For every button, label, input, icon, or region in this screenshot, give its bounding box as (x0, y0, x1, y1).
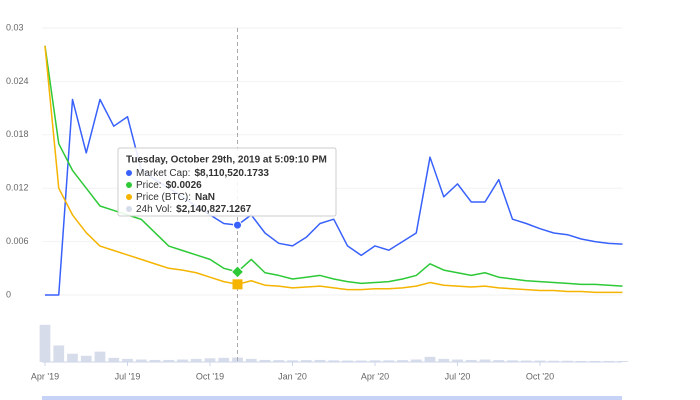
volume-bar (534, 360, 546, 362)
navigator[interactable] (42, 396, 622, 400)
tooltip-item: 24h Vol: $2,140,827.1267 (136, 204, 252, 215)
volume-bar (520, 360, 532, 362)
volume-bar (562, 360, 573, 362)
y-tick-label: 0.024 (6, 76, 29, 86)
volume-bar (617, 360, 628, 362)
volume-bar (245, 358, 257, 362)
volume-bar (218, 357, 230, 362)
hover-marker (230, 265, 245, 279)
tooltip-dot (126, 182, 132, 188)
tooltip: Tuesday, October 29th, 2019 at 5:09:10 P… (117, 147, 337, 217)
volume-bar (108, 357, 120, 362)
y-tick-label: 0.03 (6, 22, 24, 32)
volume-bar (190, 358, 202, 362)
volume-bar (479, 359, 491, 362)
volume-bar (369, 360, 381, 362)
x-tick-label: Apr '19 (31, 371, 59, 381)
volume-bar (94, 351, 106, 362)
x-tick-label: Apr '20 (361, 371, 389, 381)
tooltip-box (117, 147, 337, 217)
x-tick-label: Jul '19 (115, 371, 141, 381)
volume-bar (122, 358, 133, 362)
volume-bar (507, 360, 518, 362)
volume-bar (383, 360, 395, 362)
tooltip-dot (126, 170, 132, 176)
volume-bar (452, 359, 463, 362)
volume-bar (80, 355, 92, 362)
volume-bar (53, 345, 65, 362)
volume-bar (287, 360, 298, 362)
volume-bar (342, 360, 353, 362)
volume-bar (589, 360, 601, 362)
volume-bar (493, 360, 505, 362)
volume-bar (548, 360, 560, 362)
y-tick-label: 0.012 (6, 183, 29, 193)
volume-bar (410, 359, 422, 362)
volume-bar (135, 359, 147, 362)
hover-marker (232, 279, 243, 290)
tooltip-value: $2,140,827.1267 (176, 204, 252, 215)
tooltip-dot (126, 194, 132, 200)
volume-bar (575, 360, 587, 362)
tooltip-label: Price: (136, 180, 162, 191)
volume-bar (300, 360, 312, 362)
volume-bar (273, 360, 285, 362)
tooltip-dot (126, 206, 132, 212)
tooltip-label: Price (BTC): (136, 192, 191, 203)
volume-bar (328, 360, 340, 362)
x-ticks: Apr '19 Jul '19 Oct '19 Jan '20 Apr '20 Jul '… (31, 362, 554, 381)
volume-bar (438, 358, 450, 362)
tooltip-item: Price: $0.0026 (136, 180, 202, 191)
volume-bar (149, 359, 161, 362)
tooltip-title: Tuesday, October 29th, 2019 at 5:09:10 P… (126, 155, 327, 166)
volume-bar (314, 359, 326, 362)
volume-bar (67, 353, 78, 362)
tooltip-value: $0.0026 (166, 180, 203, 191)
volume-bar (397, 360, 408, 362)
x-tick-label: Jan '20 (278, 371, 307, 381)
y-tick-label: 0 (6, 289, 11, 299)
tooltip-label: Market Cap: (136, 168, 190, 179)
x-tick-label: Oct '20 (526, 371, 554, 381)
volume-bar (177, 359, 188, 362)
volume-bar (603, 360, 615, 362)
series-line (44, 45, 623, 287)
volume-bar (355, 360, 367, 362)
volume-bar (204, 358, 216, 362)
series-line (44, 45, 623, 294)
tooltip-item: Price (BTC): NaN (136, 192, 215, 203)
x-tick-label: Oct '19 (196, 371, 224, 381)
hover-marker (233, 220, 242, 230)
tooltip-label: 24h Vol: (136, 204, 172, 215)
volume-bar (163, 359, 175, 362)
volume-bar (259, 359, 271, 362)
volume-bar (39, 324, 51, 362)
x-tick-label: Jul '20 (445, 371, 471, 381)
y-tick-label: 0.018 (6, 129, 29, 139)
y-tick-label: 0.006 (6, 236, 29, 246)
volume-bar (424, 356, 436, 362)
tooltip-item: Market Cap: $8,110,520.1733 (136, 168, 269, 179)
tooltip-value: $8,110,520.1733 (194, 168, 269, 179)
tooltip-value: NaN (195, 192, 215, 203)
volume-bar (465, 359, 477, 362)
crosshair (230, 28, 245, 362)
